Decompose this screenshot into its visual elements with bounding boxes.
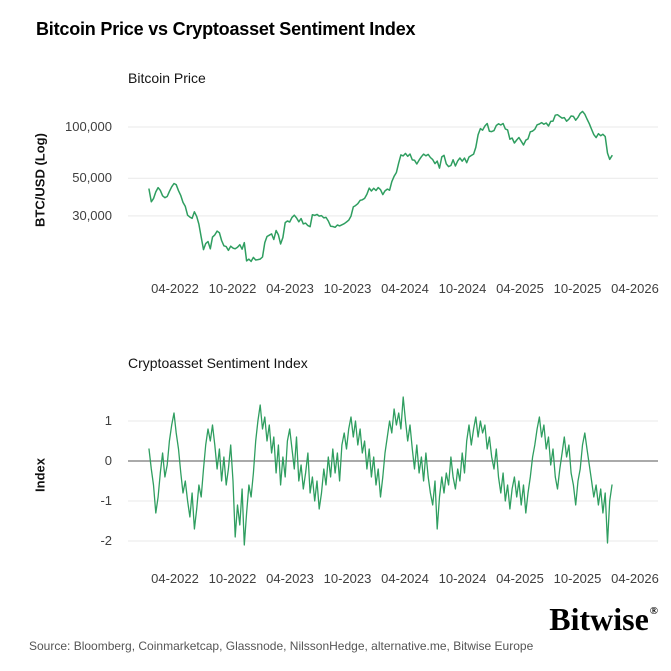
sentiment-x-tick-label: 10-2023 [323, 571, 372, 586]
price-y-tick-label: 30,000 [72, 208, 112, 223]
sentiment-y-tick-label: 1 [104, 413, 112, 428]
source-text: Source: Bloomberg, Coinmarketcap, Glassn… [29, 639, 534, 653]
sentiment-line-plot [128, 396, 658, 546]
chart-subtitle-sentiment-index: Cryptoasset Sentiment Index [128, 355, 308, 371]
bitwise-logo-text: Bitwise [549, 601, 649, 637]
price-x-tick-label: 10-2025 [553, 281, 602, 296]
sentiment-x-tick-label: 04-2025 [496, 571, 544, 586]
sentiment-y-tick-label: 0 [104, 453, 112, 468]
chart-subtitle-bitcoin-price: Bitcoin Price [128, 70, 206, 86]
sentiment-y-tick-label: -1 [100, 493, 112, 508]
sentiment-y-tick-label: -2 [100, 533, 112, 548]
price-y-tick-label: 100,000 [65, 119, 112, 134]
sentiment-x-tick-label: 10-2024 [438, 571, 487, 586]
sentiment-x-tick-label: 04-2023 [266, 571, 314, 586]
bitcoin-price-line [148, 110, 613, 263]
sentiment-x-tick-label: 10-2022 [208, 571, 257, 586]
price-y-tick-label: 50,000 [72, 170, 112, 185]
sentiment-x-tick-label: 04-2022 [151, 571, 199, 586]
sentiment-x-tick-label: 10-2025 [553, 571, 602, 586]
price-x-tick-label: 10-2024 [438, 281, 487, 296]
price-x-tick-label: 04-2024 [381, 281, 429, 296]
price-x-tick-label: 10-2022 [208, 281, 257, 296]
page-title: Bitcoin Price vs Cryptoasset Sentiment I… [36, 19, 416, 39]
price-x-tick-label: 04-2026 [611, 281, 659, 296]
registered-trademark-icon: ® [649, 605, 658, 618]
sentiment-line [148, 396, 613, 546]
price-x-tick-label: 04-2025 [496, 281, 544, 296]
sentiment-x-tick-label: 04-2024 [381, 571, 429, 586]
price-x-tick-label: 04-2022 [151, 281, 199, 296]
bitcoin-price-line-plot [128, 110, 658, 263]
bitwise-logo: Bitwise® [549, 601, 658, 638]
sentiment-x-tick-label: 04-2026 [611, 571, 659, 586]
price-x-tick-label: 10-2023 [323, 281, 372, 296]
price-x-tick-label: 04-2023 [266, 281, 314, 296]
